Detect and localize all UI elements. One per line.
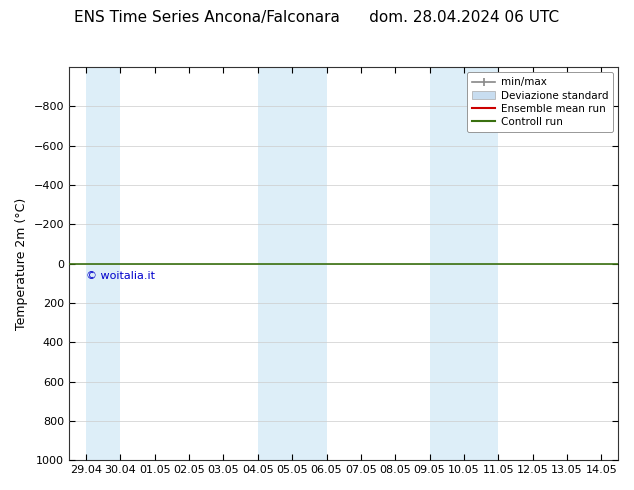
Text: ENS Time Series Ancona/Falconara      dom. 28.04.2024 06 UTC: ENS Time Series Ancona/Falconara dom. 28… bbox=[74, 10, 560, 25]
Bar bbox=[258, 67, 327, 460]
Text: © woitalia.it: © woitalia.it bbox=[86, 271, 155, 281]
Y-axis label: Temperature 2m (°C): Temperature 2m (°C) bbox=[15, 197, 28, 330]
Bar bbox=[86, 67, 120, 460]
Legend: min/max, Deviazione standard, Ensemble mean run, Controll run: min/max, Deviazione standard, Ensemble m… bbox=[467, 72, 613, 132]
Bar bbox=[430, 67, 498, 460]
